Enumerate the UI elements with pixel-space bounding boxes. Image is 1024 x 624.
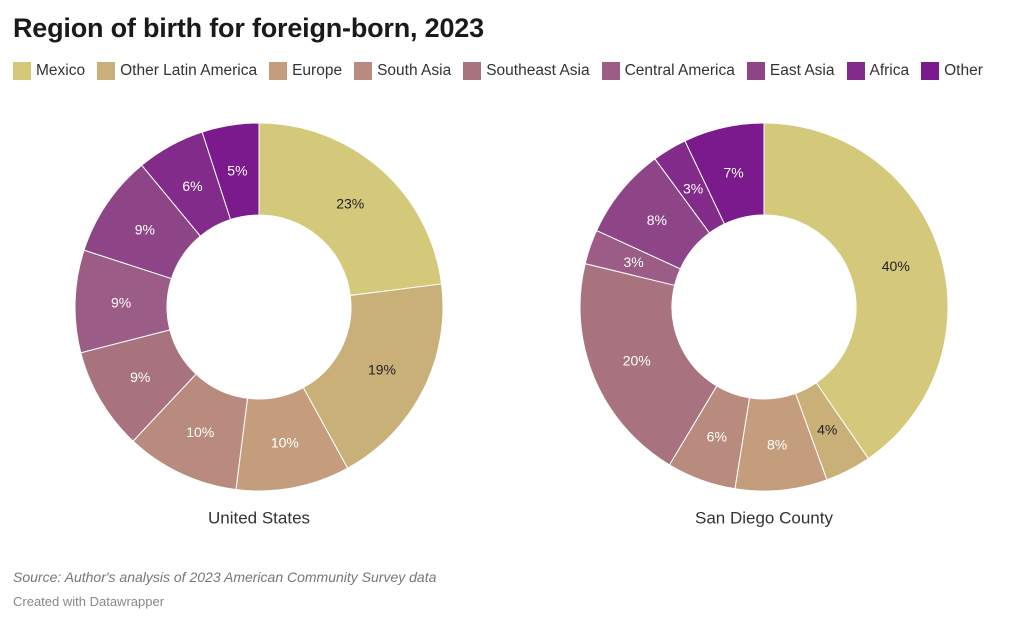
legend-label: South Asia <box>377 62 452 79</box>
chart-label: United States <box>208 509 310 528</box>
slice-label: 10% <box>186 424 214 440</box>
legend-swatch <box>269 62 288 80</box>
legend-item: Central America <box>601 62 735 80</box>
donut-slice <box>579 263 718 466</box>
donut-slice <box>258 122 443 297</box>
slice-label: 4% <box>817 422 837 438</box>
legend-label: Other <box>944 62 983 79</box>
slice-label: 9% <box>130 369 150 385</box>
donut-chart: 40% 4% 8% 6% 20% 3% 8% 3% 7% San Diego County <box>579 122 949 528</box>
legend-label: Southeast Asia <box>486 62 590 79</box>
legend-swatch <box>601 62 620 80</box>
credit-note: Created with Datawrapper <box>13 594 165 609</box>
slice-label: 8% <box>767 436 787 452</box>
legend-item: Africa <box>846 62 910 80</box>
slice-label: 23% <box>336 195 364 211</box>
legend-swatch <box>354 62 373 80</box>
charts-area: 23% 19% 10% 10% 9% 9% 9% 6% 5% United States 40% 4%… <box>0 110 1024 550</box>
legend-item: Mexico <box>13 62 85 80</box>
slice-label: 3% <box>683 181 703 197</box>
slice-label: 5% <box>227 163 247 179</box>
legend-item: East Asia <box>746 62 835 80</box>
legend-item: Southeast Asia <box>463 62 590 80</box>
legend-item: Other Latin America <box>97 62 257 80</box>
legend-swatch <box>13 62 31 80</box>
donut-slice <box>201 122 260 221</box>
legend-item: Europe <box>269 62 342 80</box>
legend-label: East Asia <box>769 62 835 79</box>
legend-label: Europe <box>292 62 343 79</box>
legend-label: Central America <box>624 62 735 79</box>
donut-chart: 23% 19% 10% 10% 9% 9% 9% 6% 5% United States <box>74 122 444 528</box>
slice-label: 7% <box>723 164 743 180</box>
legend-swatch <box>746 62 765 80</box>
slice-label: 20% <box>623 352 651 368</box>
slice-label: 6% <box>182 178 202 194</box>
legend-swatch <box>846 62 865 80</box>
slice-label: 6% <box>707 429 727 445</box>
slice-label: 10% <box>271 435 299 451</box>
legend-label: Other Latin America <box>120 62 258 79</box>
chart-title: Region of birth for foreign-born, 2023 <box>13 13 484 43</box>
legend-swatch <box>97 62 116 80</box>
slice-label: 19% <box>368 362 396 378</box>
donut-slice <box>684 122 765 225</box>
legend-swatch <box>463 62 482 80</box>
legend-swatch <box>921 62 940 80</box>
donut-slice <box>763 122 949 460</box>
slice-label: 8% <box>647 212 667 228</box>
chart-label: San Diego County <box>695 509 833 528</box>
slice-label: 9% <box>135 221 155 237</box>
legend-label: Africa <box>869 62 910 79</box>
donut-charts-svg: 23% 19% 10% 10% 9% 9% 9% 6% 5% United States 40% 4%… <box>74 122 949 528</box>
legend-label: Mexico <box>36 62 86 79</box>
donut-slice <box>302 283 444 469</box>
source-note: Source: Author's analysis of 2023 Americ… <box>13 569 437 585</box>
legend-item: Other <box>921 62 983 80</box>
slice-label: 40% <box>882 258 910 274</box>
legend-item: South Asia <box>354 62 451 80</box>
slice-label: 9% <box>111 295 131 311</box>
legend: Mexico Other Latin America Europe South Asi… <box>13 62 1018 80</box>
slice-label: 3% <box>623 254 643 270</box>
